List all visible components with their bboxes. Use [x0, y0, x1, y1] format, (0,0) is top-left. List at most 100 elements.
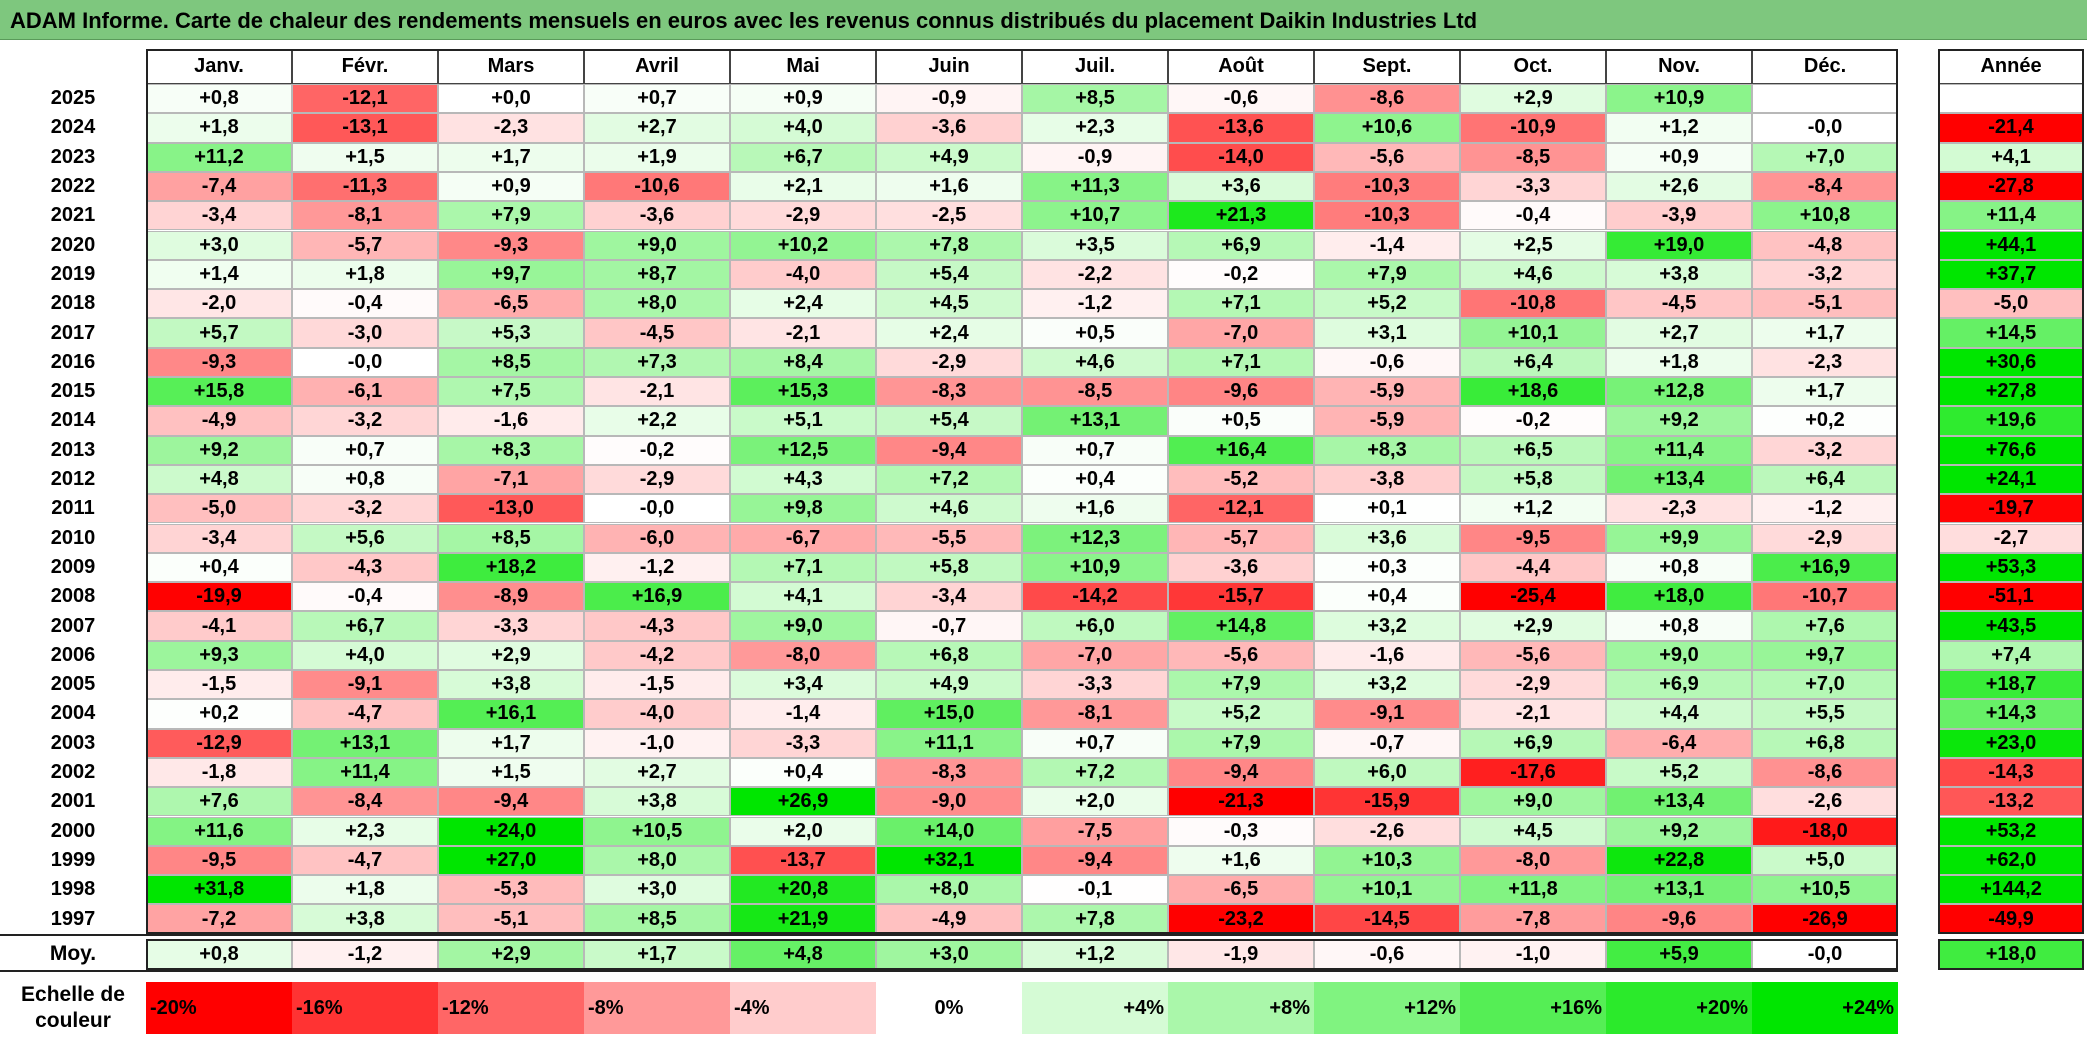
- year-label: 2004: [50, 702, 96, 725]
- month-header: Août: [1168, 49, 1314, 84]
- heatmap-cell: +0,4: [1314, 582, 1460, 612]
- heatmap-cell: -9,1: [1314, 699, 1460, 729]
- heatmap-cell: +13,4: [1606, 464, 1752, 495]
- chart-title: ADAM Informe. Carte de chaleur des rende…: [10, 8, 1478, 33]
- heatmap-cell: -10,3: [1314, 201, 1460, 231]
- heatmap-cell: -5,3: [438, 875, 584, 905]
- heatmap-cell: +16,9: [584, 582, 730, 612]
- heatmap-cell: +1,6: [1022, 494, 1168, 524]
- year-label: 2023: [50, 145, 96, 168]
- heatmap-cell: -3,3: [1460, 171, 1606, 202]
- month-header: Janv.: [146, 49, 292, 84]
- heatmap-cell: +2,3: [292, 816, 438, 846]
- heatmap-cell: +0,9: [730, 84, 876, 114]
- heatmap-cell: +15,8: [146, 377, 292, 407]
- heatmap-cell: +6,8: [1752, 728, 1898, 758]
- heatmap-cell: -2,2: [1022, 259, 1168, 290]
- heatmap-cell: +8,0: [584, 845, 730, 876]
- heatmap-cell: -3,2: [292, 494, 438, 524]
- month-header: Sept.: [1314, 49, 1460, 84]
- heatmap-cell: -13,1: [292, 113, 438, 143]
- heatmap-cell: +2,4: [730, 289, 876, 319]
- heatmap-cell: +21,3: [1168, 201, 1314, 231]
- year-label: 1998: [50, 878, 96, 901]
- heatmap-cell: -12,1: [1168, 494, 1314, 524]
- heatmap-cell: +18,2: [438, 552, 584, 583]
- heatmap-cell: +0,4: [146, 552, 292, 583]
- heatmap-cell: +7,6: [1752, 611, 1898, 641]
- heatmap-cell: +6,9: [1460, 728, 1606, 758]
- heatmap-cell: +2,0: [730, 816, 876, 846]
- heatmap-cell: -3,4: [876, 582, 1022, 612]
- month-header: Mai: [730, 49, 876, 84]
- average-cell: -0,0: [1752, 938, 1898, 970]
- heatmap-cell: -7,4: [146, 171, 292, 202]
- average-cell: +4,8: [730, 938, 876, 970]
- month-header: Nov.: [1606, 49, 1752, 84]
- year-label: 2001: [50, 790, 96, 813]
- month-header: Févr.: [292, 49, 438, 84]
- heatmap-cell: +2,0: [1022, 787, 1168, 817]
- heatmap-cell: -9,3: [438, 230, 584, 260]
- heatmap-cell: +3,8: [292, 904, 438, 934]
- year-label: 2014: [50, 409, 96, 432]
- heatmap-cell: +5,2: [1606, 757, 1752, 788]
- heatmap-cell: +6,9: [1606, 670, 1752, 700]
- heatmap-cell: +3,8: [584, 787, 730, 817]
- heatmap-cell: -4,2: [584, 640, 730, 670]
- heatmap-cell: +7,9: [438, 201, 584, 231]
- heatmap-cell: +4,8: [146, 464, 292, 495]
- heatmap-cell: -5,9: [1314, 406, 1460, 436]
- heatmap-cell: -25,4: [1460, 582, 1606, 612]
- heatmap-cell: +8,0: [876, 875, 1022, 905]
- heatmap-cell: -0,0: [1752, 113, 1898, 143]
- heatmap-cell: -15,7: [1168, 582, 1314, 612]
- year-label: 2000: [50, 819, 96, 842]
- annual-cell: +14,3: [1938, 699, 2084, 729]
- heatmap-cell: -3,2: [1752, 259, 1898, 290]
- annual-cell: +19,6: [1938, 406, 2084, 436]
- heatmap-cell: +5,5: [1752, 699, 1898, 729]
- average-cell: -1,2: [292, 938, 438, 970]
- heatmap-cell: +0,9: [438, 171, 584, 202]
- year-label: 2025: [50, 87, 96, 110]
- heatmap-cell: -14,5: [1314, 904, 1460, 934]
- heatmap-cell: +5,2: [1168, 699, 1314, 729]
- heatmap-cell: +0,4: [730, 757, 876, 788]
- heatmap-cell: -0,2: [1460, 406, 1606, 436]
- heatmap-cell: -1,4: [730, 699, 876, 729]
- heatmap-cell: +18,6: [1460, 377, 1606, 407]
- year-label: 2022: [50, 175, 96, 198]
- color-scale-label-line2: couleur: [35, 1009, 111, 1032]
- heatmap-cell: +3,5: [1022, 230, 1168, 260]
- heatmap-cell: -2,9: [730, 201, 876, 231]
- average-cell: +1,7: [584, 938, 730, 970]
- heatmap-cell: -1,6: [438, 406, 584, 436]
- heatmap-cell: +13,1: [1022, 406, 1168, 436]
- annual-cell: [1938, 84, 2084, 114]
- average-cell: +2,9: [438, 938, 584, 970]
- heatmap-cell: +9,0: [730, 611, 876, 641]
- heatmap-cell: +1,8: [292, 875, 438, 905]
- year-label: 2021: [50, 204, 96, 227]
- heatmap-cell: +2,2: [584, 406, 730, 436]
- average-cell: +3,0: [876, 938, 1022, 970]
- heatmap-cell: +2,9: [1460, 611, 1606, 641]
- heatmap-cell: +9,0: [1460, 787, 1606, 817]
- heatmap-cell: -9,4: [876, 435, 1022, 465]
- heatmap-cell: +7,0: [1752, 670, 1898, 700]
- heatmap-cell: +16,9: [1752, 552, 1898, 583]
- heatmap-cell: -9,4: [1022, 845, 1168, 876]
- year-label: 2012: [50, 468, 96, 491]
- color-scale-step: +20%: [1606, 982, 1752, 1034]
- heatmap-cell: -9,3: [146, 347, 292, 377]
- heatmap-cell: -2,1: [584, 377, 730, 407]
- heatmap-cell: -1,6: [1314, 640, 1460, 670]
- heatmap-cell: +2,7: [1606, 318, 1752, 348]
- heatmap-cell: +10,5: [1752, 875, 1898, 905]
- heatmap-cell: +24,0: [438, 816, 584, 846]
- heatmap-cell: +15,3: [730, 377, 876, 407]
- year-label: 2017: [50, 321, 96, 344]
- heatmap-cell: +0,7: [1022, 728, 1168, 758]
- heatmap-cell: -9,0: [876, 787, 1022, 817]
